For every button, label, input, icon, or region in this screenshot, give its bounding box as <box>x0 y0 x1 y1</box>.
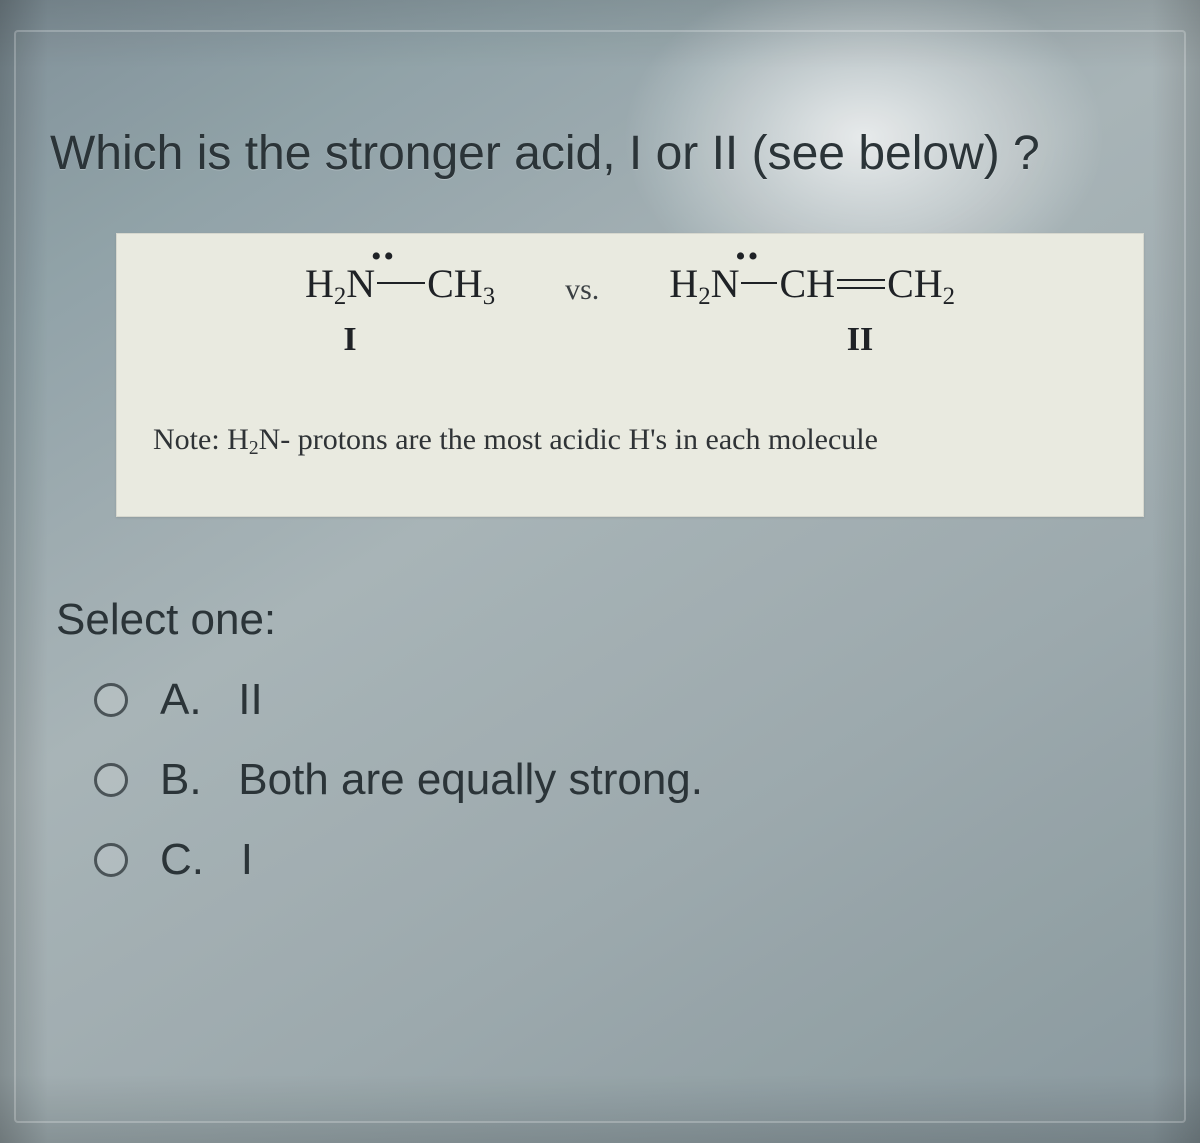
option-B-label: B. Both are equally strong. <box>160 755 703 805</box>
option-C-label: C. I <box>160 835 253 885</box>
option-C[interactable]: C. I <box>94 835 1154 885</box>
select-one-label: Select one: <box>56 595 1154 645</box>
molecule-I-label: I <box>220 321 480 359</box>
radio-icon[interactable] <box>94 683 128 717</box>
molecule-I: •• H2NCH3 <box>305 260 495 311</box>
molecule-labels-row: I II <box>145 321 1115 359</box>
vs-label: vs. <box>565 273 599 311</box>
radio-icon[interactable] <box>94 843 128 877</box>
spacer <box>550 321 610 359</box>
note-prefix: Note: H <box>153 423 249 456</box>
question-text: Which is the stronger acid, I or II (see… <box>50 122 1154 187</box>
lone-pair-dots: •• <box>371 240 396 274</box>
molecule-I-formula: •• H2NCH3 <box>305 260 495 311</box>
molecule-II: •• H2NCHCH2 <box>669 260 955 311</box>
structures-panel: •• H2NCH3 vs. •• H2NCHCH2 I II Note: H2N… <box>116 233 1144 517</box>
option-A-label: A. II <box>160 675 263 725</box>
lone-pair-dots: •• <box>735 240 760 274</box>
options-list: A. II B. Both are equally strong. C. I <box>94 675 1154 885</box>
question-card: Which is the stronger acid, I or II (see… <box>14 30 1186 1123</box>
molecule-row: •• H2NCH3 vs. •• H2NCHCH2 <box>145 260 1115 311</box>
note-text: Note: H2N- protons are the most acidic H… <box>153 423 1115 460</box>
option-A[interactable]: A. II <box>94 675 1154 725</box>
molecule-II-formula: •• H2NCHCH2 <box>669 260 955 311</box>
note-rest: N- protons are the most acidic H's in ea… <box>259 423 878 456</box>
molecule-II-label: II <box>680 321 1040 359</box>
radio-icon[interactable] <box>94 763 128 797</box>
note-sub: 2 <box>249 438 259 459</box>
option-B[interactable]: B. Both are equally strong. <box>94 755 1154 805</box>
